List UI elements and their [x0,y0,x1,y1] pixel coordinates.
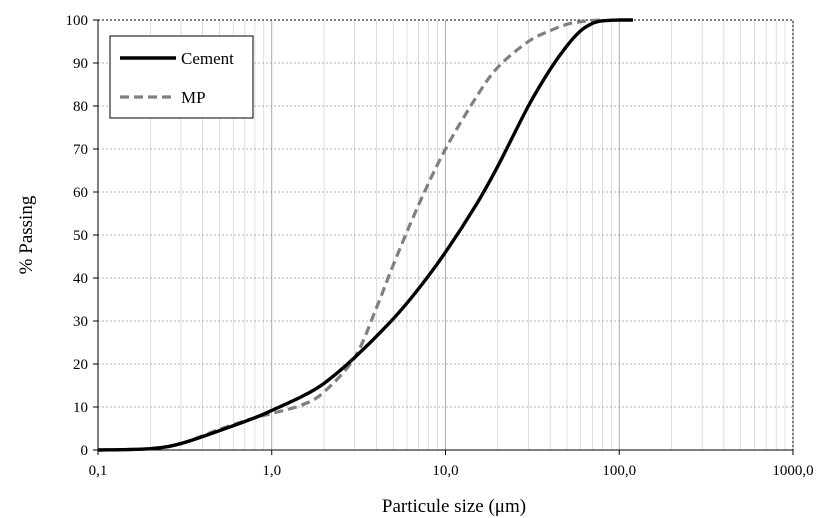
y-tick-label: 30 [73,314,88,330]
x-tick-label: 1000,0 [772,463,813,479]
legend: Cement MP [109,35,254,119]
x-tick-label: 0,1 [89,463,108,479]
y-tick-label: 90 [73,56,88,72]
y-tick-label: 80 [73,99,88,115]
x-axis-title: Particule size (μm) [382,496,526,517]
y-axis-title: % Passing [16,195,37,274]
legend-box [109,35,254,119]
y-tick-label: 20 [73,357,88,373]
x-tick-label: 100,0 [602,463,636,479]
x-tick-label: 1,0 [262,463,281,479]
legend-label-mp: MP [181,88,206,107]
x-axis-ticks: 0,1 1,0 10,0 100,0 1000,0 [89,450,814,479]
y-tick-label: 0 [81,443,89,459]
legend-label-cement: Cement [181,49,234,68]
y-tick-label: 100 [66,13,89,29]
series-layer [97,18,634,452]
y-tick-label: 70 [73,142,88,158]
y-tick-label: 40 [73,271,88,287]
y-tick-label: 50 [73,228,88,244]
x-tick-label: 10,0 [432,463,458,479]
y-axis-ticks: 0 10 20 30 40 50 60 70 80 90 100 [66,13,98,459]
y-tick-label: 60 [73,185,88,201]
series-line-mp [97,18,603,452]
y-tick-label: 10 [73,400,88,416]
series-line-cement [97,18,634,452]
